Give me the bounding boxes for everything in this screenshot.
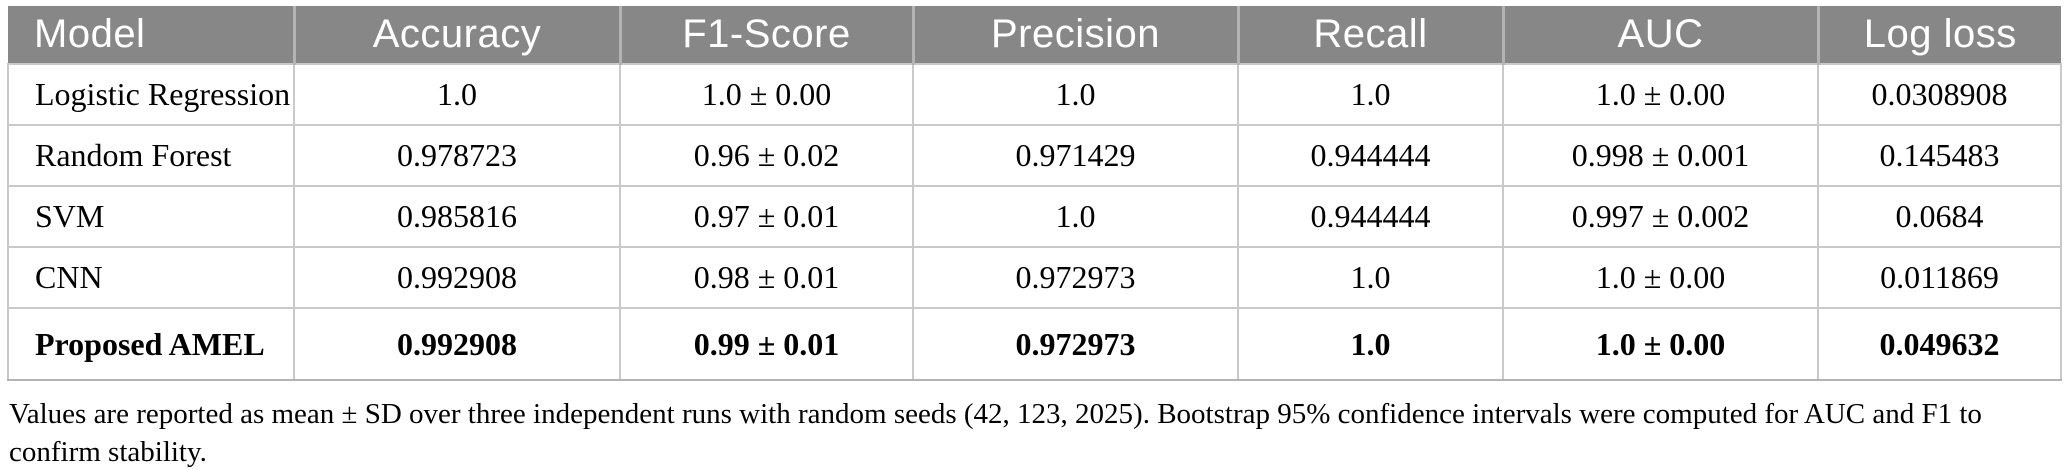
value-cell: 1.0 — [1237, 246, 1504, 309]
value-cell: 0.944444 — [1237, 185, 1504, 248]
model-cell: Logistic Regression — [7, 63, 295, 126]
column-header-f1-score: F1-Score — [618, 6, 913, 64]
value-cell: 0.978723 — [293, 124, 621, 187]
value-cell: 0.0308908 — [1817, 63, 2062, 126]
header-row: Model Accuracy F1-Score Precision Recall AUC L… — [8, 6, 2061, 64]
value-cell: 0.145483 — [1817, 124, 2062, 187]
value-cell: 1.0 — [1237, 307, 1504, 381]
value-cell: 1.0 — [293, 63, 621, 126]
table-row: Logistic Regression 1.0 1.0 ± 0.00 1.0 1.0 1.… — [7, 63, 2062, 126]
value-cell: 0.011869 — [1817, 246, 2062, 309]
value-cell: 0.98 ± 0.01 — [619, 246, 914, 309]
value-cell: 0.99 ± 0.01 — [619, 307, 914, 381]
value-cell: 0.972973 — [912, 307, 1239, 381]
table-row: CNN 0.992908 0.98 ± 0.01 0.972973 1.0 1.0 ± 0… — [7, 246, 2062, 309]
value-cell: 0.992908 — [293, 307, 621, 381]
value-cell: 0.985816 — [293, 185, 621, 248]
table-row: Random Forest 0.978723 0.96 ± 0.02 0.971429… — [7, 124, 2062, 187]
value-cell: 0.992908 — [293, 246, 621, 309]
column-header-auc: AUC — [1501, 6, 1818, 64]
model-cell: Proposed AMEL — [7, 307, 295, 381]
column-header-model: Model — [8, 6, 294, 64]
value-cell: 1.0 ± 0.00 — [1502, 246, 1819, 309]
value-cell: 1.0 ± 0.00 — [619, 63, 914, 126]
value-cell: 0.998 ± 0.001 — [1502, 124, 1819, 187]
value-cell: 0.971429 — [912, 124, 1239, 187]
value-cell: 0.96 ± 0.02 — [619, 124, 914, 187]
table-row: SVM 0.985816 0.97 ± 0.01 1.0 0.944444 0.997 ±… — [7, 185, 2062, 248]
model-cell: CNN — [7, 246, 295, 309]
value-cell: 0.944444 — [1237, 124, 1504, 187]
value-cell: 0.049632 — [1817, 307, 2062, 381]
value-cell: 1.0 — [912, 63, 1239, 126]
value-cell: 1.0 — [912, 185, 1239, 248]
column-header-accuracy: Accuracy — [292, 6, 620, 64]
table-body: Logistic Regression 1.0 1.0 ± 0.00 1.0 1.0 1.… — [7, 63, 2062, 381]
value-cell: 0.997 ± 0.002 — [1502, 185, 1819, 248]
table-row: Proposed AMEL 0.992908 0.99 ± 0.01 0.972973… — [7, 307, 2062, 381]
table-footnote: Values are reported as mean ± SD over th… — [7, 395, 2060, 469]
value-cell: 0.97 ± 0.01 — [619, 185, 914, 248]
results-table: Model Accuracy F1-Score Precision Recall AUC L… — [7, 6, 2062, 381]
model-cell: SVM — [7, 185, 295, 248]
column-header-recall: Recall — [1236, 6, 1503, 64]
value-cell: 1.0 ± 0.00 — [1502, 63, 1819, 126]
value-cell: 0.0684 — [1817, 185, 2062, 248]
footnote-line-1: Values are reported as mean ± SD over th… — [9, 398, 1982, 469]
column-header-log-loss: Log loss — [1816, 6, 2061, 64]
value-cell: 0.972973 — [912, 246, 1239, 309]
column-header-precision: Precision — [911, 6, 1238, 64]
value-cell: 1.0 ± 0.00 — [1502, 307, 1819, 381]
model-cell: Random Forest — [7, 124, 295, 187]
value-cell: 1.0 — [1237, 63, 1504, 126]
